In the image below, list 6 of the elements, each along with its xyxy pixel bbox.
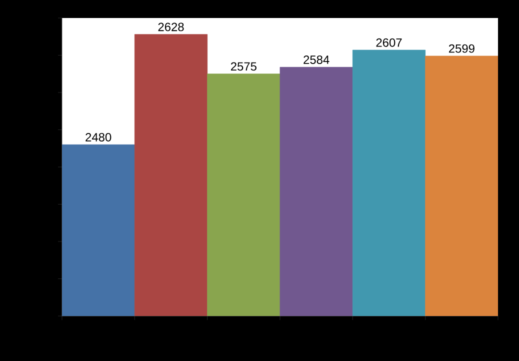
data-label: 2480 — [86, 132, 112, 142]
data-label: 2628 — [158, 22, 184, 32]
data-label: 2599 — [448, 44, 474, 53]
data-label: 2607 — [376, 38, 402, 47]
data-label: 2575 — [230, 62, 256, 71]
data-label: 2584 — [304, 56, 330, 64]
